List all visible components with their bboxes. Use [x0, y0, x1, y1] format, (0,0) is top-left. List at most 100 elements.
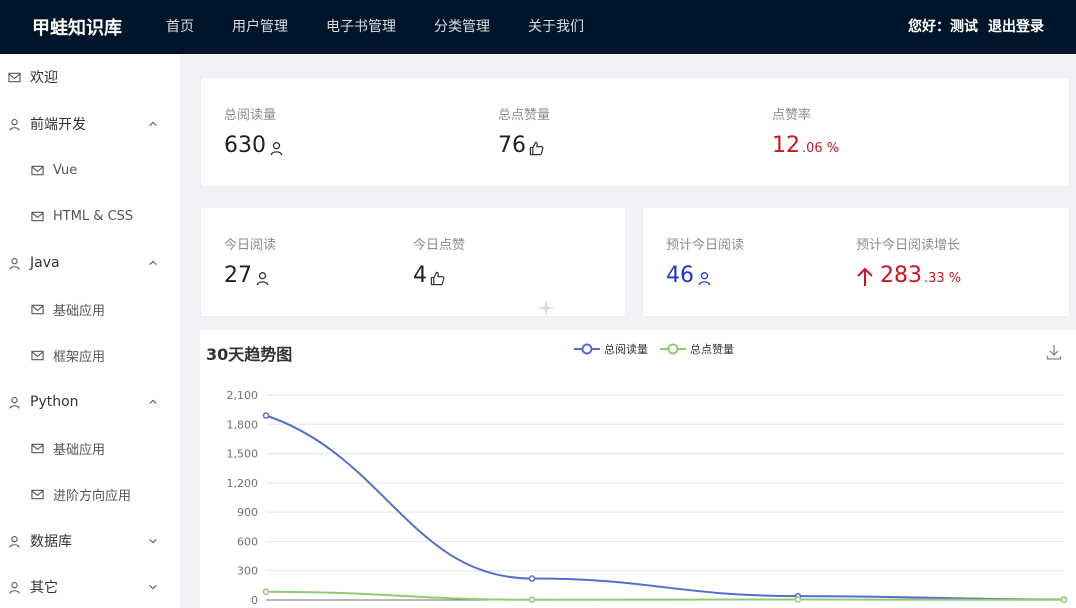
today-likes-label: 今日点赞 — [413, 238, 466, 253]
legend-item-likes[interactable]: 总点赞量 — [660, 341, 734, 357]
sidebar-item-label: 数据库 — [30, 534, 72, 550]
nav-ebook-management[interactable]: 电子书管理 — [326, 19, 396, 35]
sidebar-item-label: Java — [30, 255, 60, 271]
forecast-growth-int: 283 — [880, 263, 922, 288]
nav-category-management[interactable]: 分类管理 — [434, 19, 490, 35]
user-icon — [7, 117, 21, 131]
sidebar-item[interactable]: 前端开发 — [0, 104, 180, 144]
top-nav: 首页 用户管理 电子书管理 分类管理 关于我们 — [166, 0, 603, 54]
data-point — [262, 588, 270, 595]
chart-title: 30天趋势图 — [206, 345, 293, 364]
today-stats-card: 今日阅读 27 今日点赞 4 — [200, 207, 626, 317]
nav-home[interactable]: 首页 — [166, 19, 194, 35]
sidebar-item[interactable]: Vue — [0, 150, 180, 190]
y-tick-label: 900 — [237, 506, 258, 519]
chevron-up-icon[interactable] — [148, 256, 160, 268]
sidebar-item-label: 基础应用 — [53, 442, 106, 458]
y-tick-label: 300 — [237, 565, 258, 578]
total-views-label: 总阅读量 — [224, 108, 277, 123]
today-views-value: 27 — [224, 263, 252, 288]
sidebar-item-label: 前端开发 — [30, 117, 86, 133]
sidebar-item[interactable]: Python — [0, 382, 180, 422]
mail-icon — [7, 70, 21, 84]
mail-icon — [30, 348, 44, 362]
legend-item-views[interactable]: 总阅读量 — [574, 341, 648, 357]
sidebar: 欢迎 前端开发 Vue HTML & CSS Java 基础应用 框架应用 Python 基础应… — [0, 54, 180, 608]
legend-label-views: 总阅读量 — [604, 343, 648, 356]
sidebar-item-label: Python — [30, 394, 79, 410]
like-rate-int: 12 — [772, 133, 800, 158]
forecast-views-label: 预计今日阅读 — [666, 238, 745, 253]
main-content: 总阅读量 630 总点赞量 76 点赞率 12 .06 % 今日阅读 — [180, 54, 1076, 608]
sidebar-item[interactable]: 其它 — [0, 567, 180, 607]
nav-about-us[interactable]: 关于我们 — [528, 19, 584, 35]
chevron-up-icon[interactable] — [148, 117, 160, 129]
today-views-label: 今日阅读 — [224, 238, 277, 253]
total-likes-label: 总点赞量 — [498, 108, 551, 123]
sparkle-icon — [537, 299, 555, 317]
y-tick-label: 1,500 — [227, 448, 259, 461]
user-icon — [270, 142, 283, 156]
sidebar-item[interactable]: HTML & CSS — [0, 196, 180, 236]
forecast-growth-label: 预计今日阅读增长 — [856, 238, 961, 253]
sidebar-item[interactable]: 数据库 — [0, 521, 180, 561]
sidebar-item[interactable]: 基础应用 — [0, 428, 180, 468]
like-rate-decimal: .06 % — [802, 141, 840, 156]
legend-symbol-likes — [660, 343, 686, 355]
sidebar-item[interactable]: 基础应用 — [0, 289, 180, 329]
like-icon — [529, 141, 544, 156]
user-icon — [7, 395, 21, 409]
total-likes-value: 76 — [498, 133, 526, 158]
sidebar-item[interactable]: 欢迎 — [0, 57, 180, 97]
sidebar-item-label: 欢迎 — [30, 70, 58, 86]
chevron-down-icon[interactable] — [148, 534, 160, 546]
forecast-growth-stat: 预计今日阅读增长 283 .33 % — [856, 234, 961, 288]
mail-icon — [30, 441, 44, 455]
y-tick-label: 1,800 — [227, 418, 259, 431]
logo: 甲蛙知识库 — [32, 18, 122, 39]
data-point — [1060, 596, 1068, 604]
series-line — [265, 590, 1065, 601]
forecast-growth-decimal: .33 % — [924, 271, 962, 286]
sidebar-item-label: Vue — [53, 162, 78, 178]
forecast-stats-card: 预计今日阅读 46 预计今日阅读增长 283 .33 % — [642, 207, 1070, 317]
mail-icon — [30, 487, 44, 501]
series-line — [265, 414, 1065, 601]
data-point — [262, 412, 270, 419]
download-icon[interactable] — [1046, 344, 1062, 360]
top-header: 甲蛙知识库 首页 用户管理 电子书管理 分类管理 关于我们 您好：测试 退出登录 — [0, 0, 1076, 54]
total-views-value: 630 — [224, 133, 266, 158]
legend-label-likes: 总点赞量 — [690, 343, 734, 356]
user-icon — [256, 272, 269, 286]
forecast-views-stat: 预计今日阅读 46 — [666, 234, 744, 288]
today-likes-stat: 今日点赞 4 — [413, 234, 465, 288]
chevron-down-icon[interactable] — [148, 580, 160, 592]
sidebar-item[interactable]: Java — [0, 243, 180, 283]
user-icon — [7, 256, 21, 270]
sidebar-item[interactable]: 框架应用 — [0, 335, 180, 375]
nav-user-management[interactable]: 用户管理 — [232, 19, 288, 35]
user-icon — [7, 580, 21, 594]
chevron-up-icon[interactable] — [148, 395, 160, 407]
sidebar-item[interactable]: 进阶方向应用 — [0, 474, 180, 514]
like-rate-label: 点赞率 — [772, 108, 812, 123]
user-icon — [7, 534, 21, 548]
like-rate-stat: 点赞率 12 .06 % — [772, 104, 839, 158]
trend-line-chart: 0 300 600 900 1,200 1,500 1,800 2,100 — [227, 389, 1068, 607]
y-tick-label: 1,200 — [227, 477, 259, 490]
like-icon — [430, 271, 445, 286]
data-point — [794, 596, 802, 603]
legend-symbol-views — [574, 343, 600, 355]
logout-link[interactable]: 退出登录 — [988, 19, 1044, 35]
y-tick-label: 2,100 — [227, 389, 259, 402]
user-greeting: 您好：测试 — [908, 19, 978, 35]
sidebar-item-label: 其它 — [30, 580, 58, 596]
data-point — [528, 596, 536, 603]
total-likes-stat: 总点赞量 76 — [498, 104, 550, 158]
y-tick-label: 0 — [251, 594, 258, 607]
today-likes-value: 4 — [413, 263, 427, 288]
today-views-stat: 今日阅读 27 — [224, 234, 276, 288]
user-icon — [698, 272, 711, 286]
forecast-views-value: 46 — [666, 263, 694, 288]
total-stats-card: 总阅读量 630 总点赞量 76 点赞率 12 .06 % — [200, 77, 1070, 187]
